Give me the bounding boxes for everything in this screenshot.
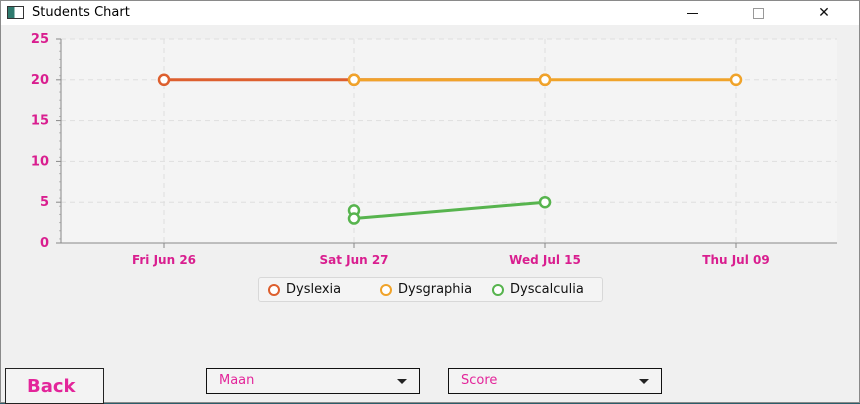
x-tick-label: Sat Jun 27	[319, 253, 388, 267]
x-tick-label: Wed Jul 15	[509, 253, 581, 267]
data-point-dyscalculia	[347, 212, 361, 225]
chart-legend: Dyslexia Dysgraphia Dyscalculia	[258, 277, 603, 302]
y-tick-label: 25	[31, 32, 49, 47]
close-icon: ✕	[818, 5, 830, 21]
x-tick-label: Thu Jul 09	[702, 253, 769, 267]
plot-background	[61, 39, 837, 243]
data-point-dysgraphia	[729, 73, 743, 87]
window-title: Students Chart	[32, 5, 130, 20]
y-tick-label: 15	[31, 114, 49, 129]
y-tick-label: 5	[40, 195, 49, 210]
back-button[interactable]: Back	[5, 368, 104, 404]
dysgraphia-marker-icon	[380, 284, 392, 296]
student-select-value: Maan	[219, 373, 255, 388]
x-tick-label: Fri Jun 26	[132, 253, 196, 267]
y-tick-label: 0	[40, 236, 49, 251]
app-icon	[7, 6, 24, 19]
student-select[interactable]: Maan	[206, 368, 420, 394]
legend-label-dyslexia: Dyslexia	[286, 282, 342, 297]
minimize-icon	[686, 12, 698, 14]
minimize-button[interactable]	[669, 1, 715, 25]
legend-label-dyscalculia: Dyscalculia	[510, 282, 584, 297]
legend-label-dysgraphia: Dysgraphia	[398, 282, 473, 297]
dyslexia-marker-icon	[268, 284, 280, 296]
data-point-dyscalculia	[538, 195, 552, 209]
chart-area: 0 5 10 15 20 25 Fri Jun 26 Sat Jun 27 Wed Jul 15…	[1, 25, 859, 365]
line-chart: 0 5 10 15 20 25 Fri Jun 26 Sat Jun 27 Wed Jul 15…	[31, 32, 837, 267]
data-point-dyslexia	[157, 73, 171, 87]
data-point-dysgraphia	[538, 73, 552, 87]
metric-select-value: Score	[461, 373, 498, 388]
maximize-icon	[752, 7, 764, 19]
close-button[interactable]: ✕	[801, 1, 847, 25]
chevron-down-icon	[397, 379, 407, 384]
maximize-button[interactable]	[735, 1, 781, 25]
metric-select[interactable]: Score	[448, 368, 662, 394]
title-bar[interactable]: Students Chart ✕	[1, 1, 859, 25]
chevron-down-icon	[639, 379, 649, 384]
data-point-dysgraphia	[347, 73, 361, 87]
dyscalculia-marker-icon	[492, 284, 504, 296]
y-tick-label: 10	[31, 154, 49, 169]
y-tick-label: 20	[31, 73, 49, 88]
